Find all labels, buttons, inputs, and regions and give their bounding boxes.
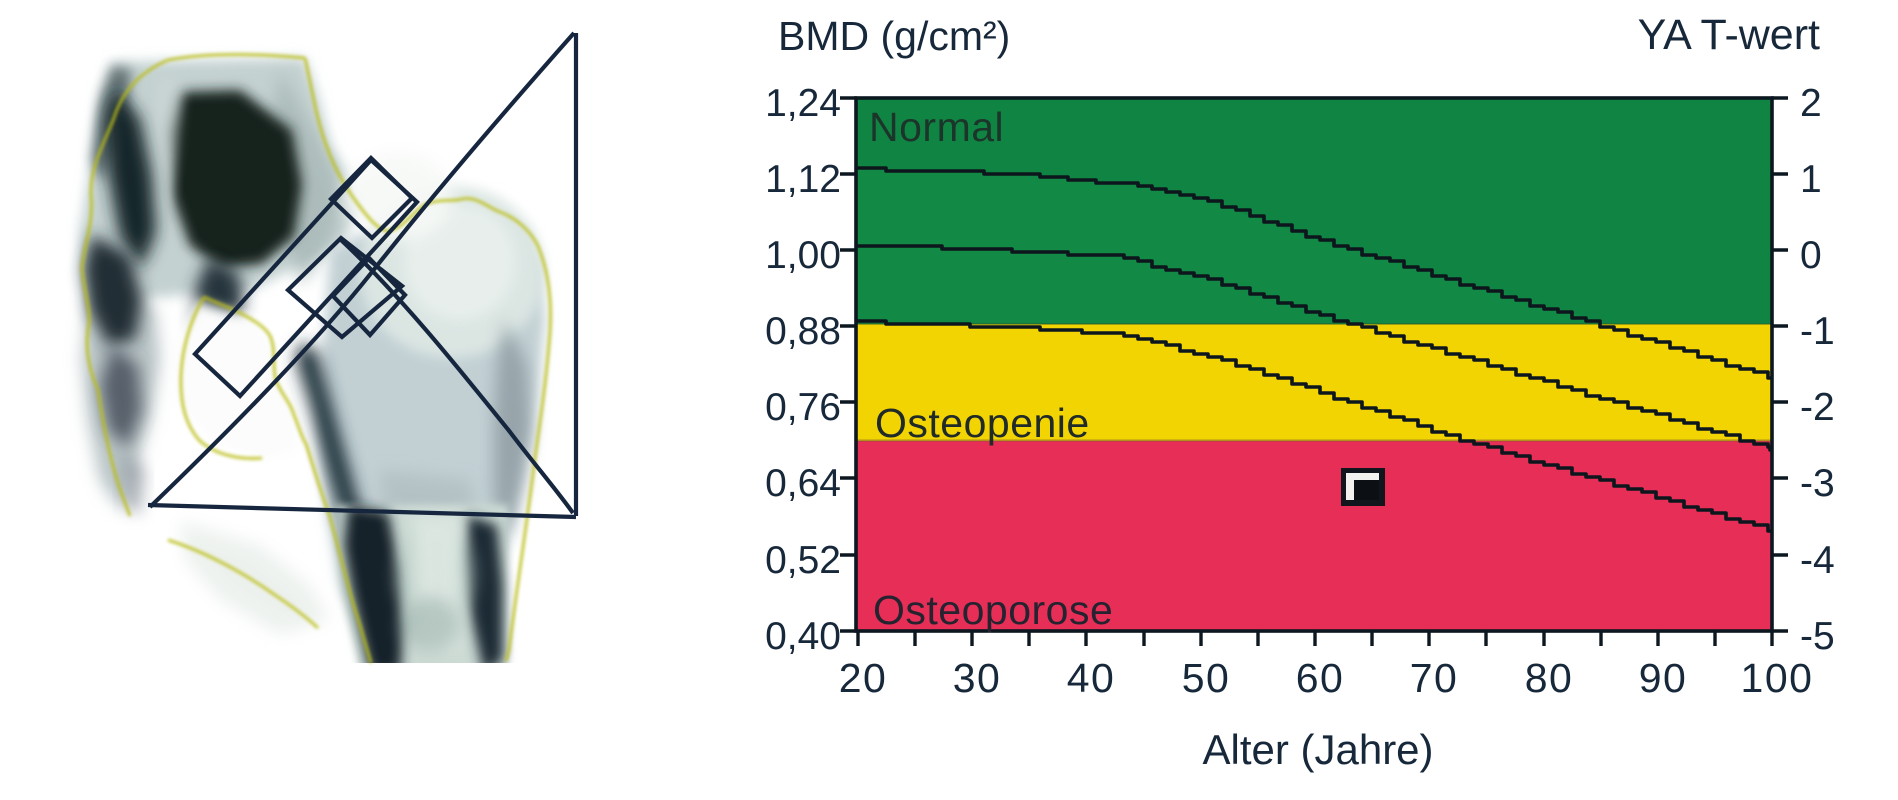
svg-text:-5: -5 — [1800, 615, 1835, 658]
svg-text:YA T-wert: YA T-wert — [1638, 11, 1820, 59]
svg-text:20: 20 — [839, 655, 888, 701]
svg-text:2: 2 — [1800, 82, 1822, 125]
svg-text:0,76: 0,76 — [765, 386, 841, 429]
svg-text:40: 40 — [1067, 655, 1116, 701]
svg-text:30: 30 — [953, 655, 1002, 701]
svg-text:70: 70 — [1410, 655, 1459, 701]
svg-text:1,12: 1,12 — [765, 158, 841, 201]
svg-text:-2: -2 — [1800, 386, 1835, 429]
svg-text:0: 0 — [1800, 234, 1822, 277]
svg-text:0,88: 0,88 — [765, 310, 841, 353]
svg-text:Osteopenie: Osteopenie — [875, 400, 1090, 446]
svg-text:100: 100 — [1741, 655, 1814, 701]
svg-text:-1: -1 — [1800, 310, 1835, 353]
svg-text:Osteoporose: Osteoporose — [873, 587, 1113, 633]
svg-text:80: 80 — [1525, 655, 1574, 701]
svg-text:90: 90 — [1639, 655, 1688, 701]
svg-text:60: 60 — [1296, 655, 1345, 701]
svg-text:1: 1 — [1800, 158, 1822, 201]
svg-text:BMD (g/cm²): BMD (g/cm²) — [778, 13, 1010, 59]
svg-text:Alter (Jahre): Alter (Jahre) — [1202, 726, 1433, 773]
svg-text:50: 50 — [1182, 655, 1231, 701]
svg-text:0,40: 0,40 — [765, 615, 841, 658]
svg-text:0,64: 0,64 — [765, 462, 841, 505]
svg-text:Normal: Normal — [869, 104, 1004, 150]
svg-text:0,52: 0,52 — [765, 539, 841, 582]
svg-text:-4: -4 — [1800, 539, 1835, 582]
svg-text:1,00: 1,00 — [765, 234, 841, 277]
svg-text:-3: -3 — [1800, 462, 1835, 505]
svg-text:1,24: 1,24 — [765, 82, 841, 125]
